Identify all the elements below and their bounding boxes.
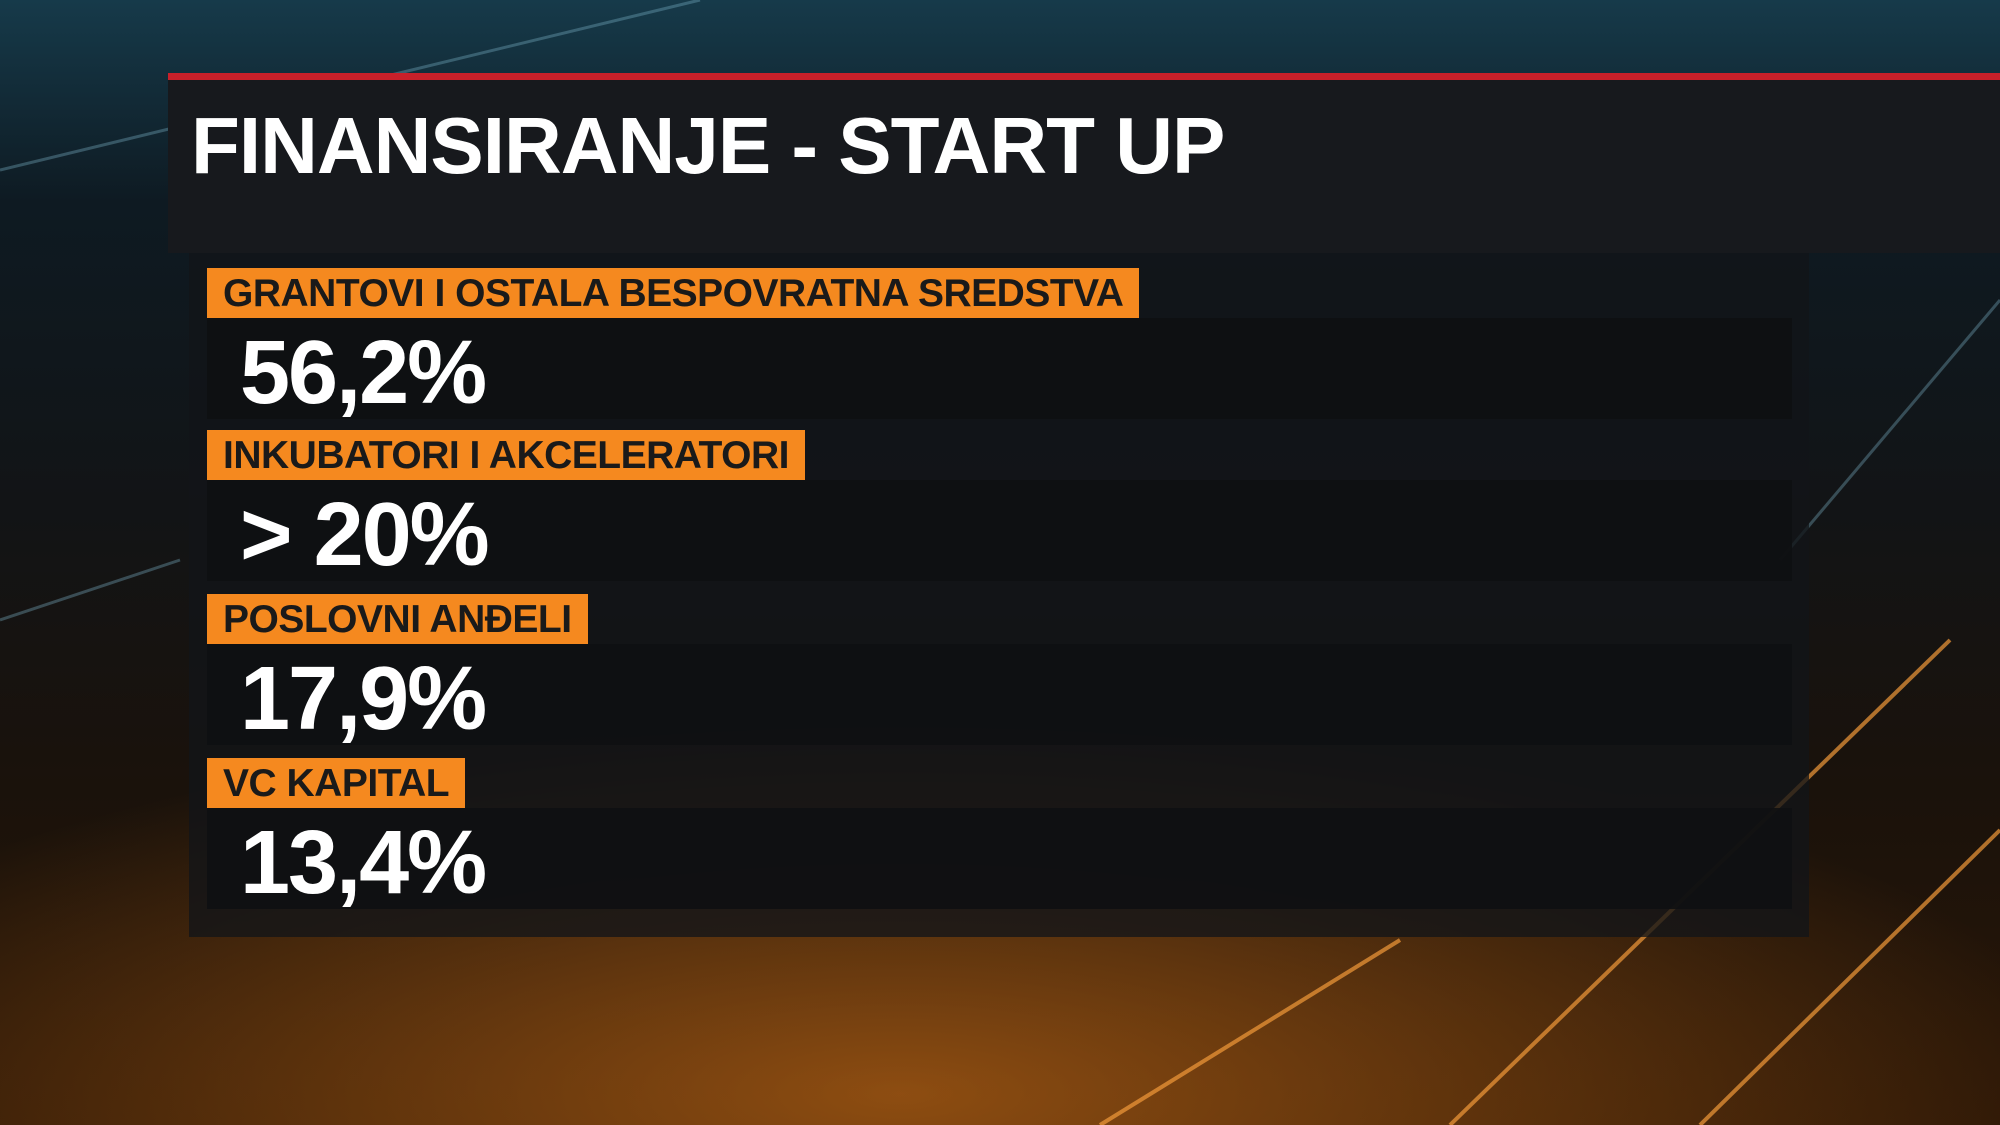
item-row: 13,4%	[207, 808, 1792, 913]
item-value: 13,4%	[240, 813, 487, 913]
item-row: 17,9%	[207, 644, 1792, 749]
item-value: 56,2%	[240, 323, 487, 423]
title: FINANSIRANJE - START UP	[191, 101, 1225, 190]
panel: GRANTOVI I OSTALA BESPOVRATNA SREDSTVA 5…	[189, 253, 1809, 937]
item-row: 56,2%	[207, 318, 1792, 423]
item-value: 17,9%	[240, 649, 487, 749]
item-label: INKUBATORI I AKCELERATORI	[207, 430, 806, 480]
item-row: > 20%	[207, 480, 1792, 585]
item-label: VC KAPITAL	[207, 758, 466, 808]
item-label: GRANTOVI I OSTALA BESPOVRATNA SREDSTVA	[207, 268, 1140, 318]
item-label: POSLOVNI ANĐELI	[207, 594, 588, 644]
item-value: > 20%	[240, 485, 490, 585]
header: FINANSIRANJE - START UP	[168, 73, 2000, 253]
